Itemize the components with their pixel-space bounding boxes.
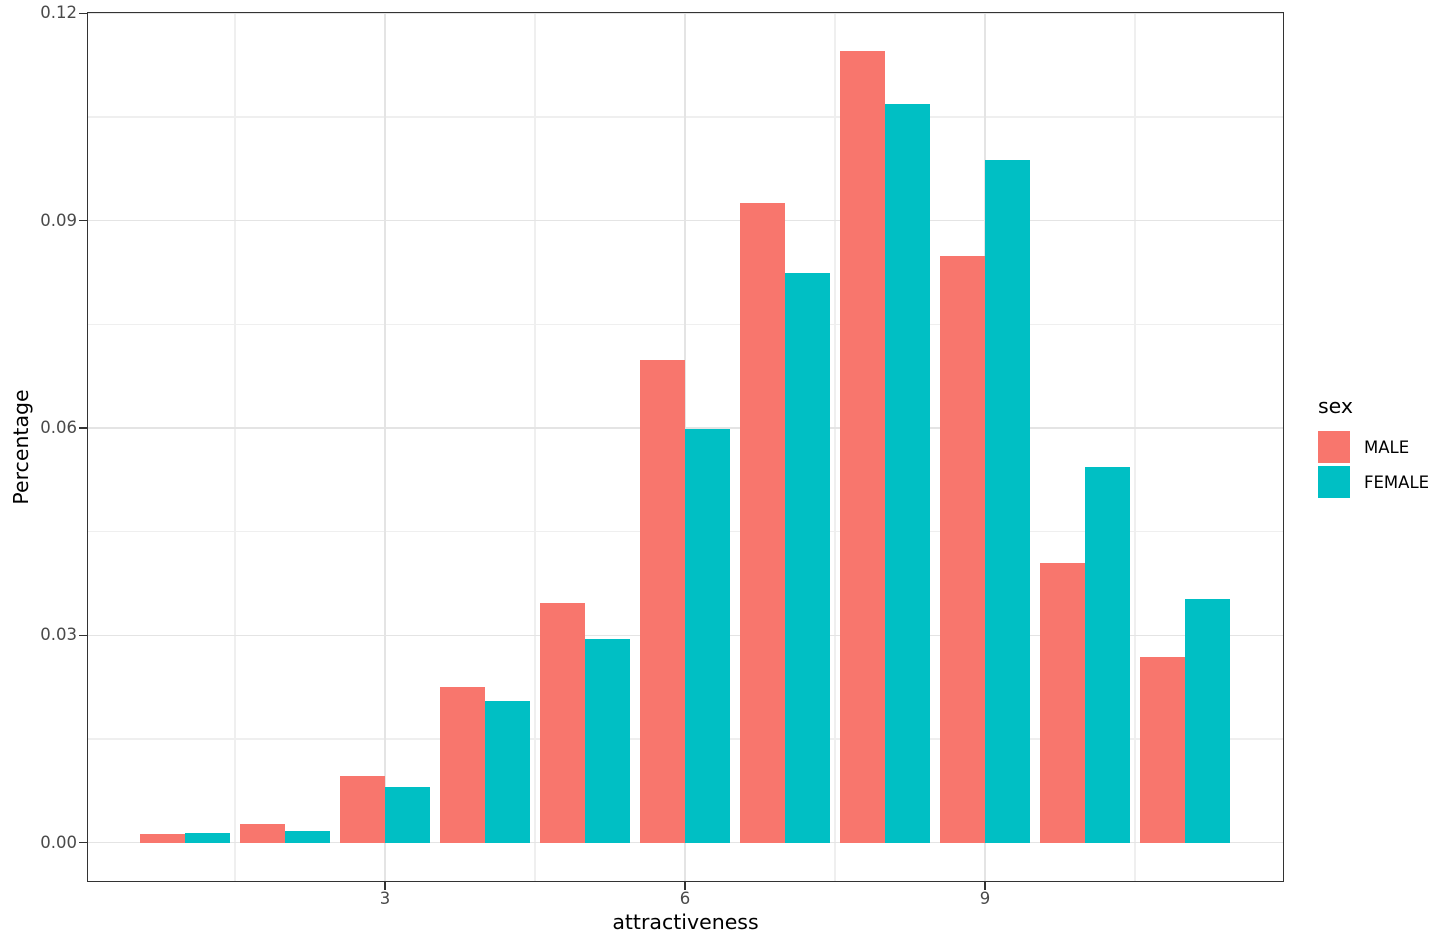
bar-female-3 [385,786,430,843]
y-axis-tick [79,427,87,429]
x-minor-gridline [1134,12,1136,882]
legend-item-label: FEMALE [1364,472,1430,492]
bar-female-6 [685,429,730,843]
legend-title: sex [1318,394,1354,418]
y-axis-title: Percentage [9,389,33,505]
bar-male-7 [740,203,785,843]
bar-male-6 [640,360,685,843]
bar-male-2 [240,823,285,843]
y-tick-label: 0.12 [40,3,77,23]
bar-female-5 [585,639,630,843]
bar-male-10 [1040,563,1085,843]
bar-female-11 [1185,598,1230,843]
x-tick-label: 6 [679,889,691,908]
y-tick-label: 0.09 [40,210,77,230]
x-minor-gridline [534,12,536,882]
y-axis-tick [79,841,87,844]
y-tick-label: 0.06 [40,417,77,437]
bar-male-3 [340,776,385,843]
x-minor-gridline [234,12,236,882]
plot-panel [87,12,1284,882]
legend: sex MALE FEMALE [1318,394,1429,501]
legend-item-female: FEMALE [1318,466,1429,498]
y-axis-tick [79,219,87,222]
x-axis-tick [684,882,686,890]
bar-female-9 [985,159,1030,843]
bar-male-4 [440,687,485,843]
bar-female-8 [885,103,930,843]
bar-male-8 [840,51,885,843]
bar-male-11 [1140,657,1185,843]
bar-male-1 [140,833,185,843]
y-tick-label: 0.00 [40,832,77,852]
bar-female-2 [285,830,330,843]
bar-female-4 [485,700,530,843]
x-axis-tick [984,882,986,890]
male-swatch [1318,431,1350,463]
y-axis-tick [79,12,87,15]
x-tick-label: 9 [979,889,991,908]
bar-female-7 [785,273,830,843]
female-swatch [1318,466,1350,498]
bar-male-9 [940,255,985,843]
x-axis-tick [384,882,386,890]
legend-item-label: MALE [1364,437,1410,457]
x-major-gridline [384,12,386,882]
bar-male-5 [540,602,585,843]
legend-items: MALE FEMALE [1318,431,1429,498]
bar-female-1 [185,832,230,843]
y-axis-tick [79,634,87,637]
x-tick-label: 3 [379,889,391,908]
legend-item-male: MALE [1318,431,1429,463]
bar-female-10 [1085,466,1130,843]
x-axis-title: attractiveness [612,910,759,934]
x-minor-gridline [834,12,836,882]
y-tick-label: 0.03 [40,625,77,645]
